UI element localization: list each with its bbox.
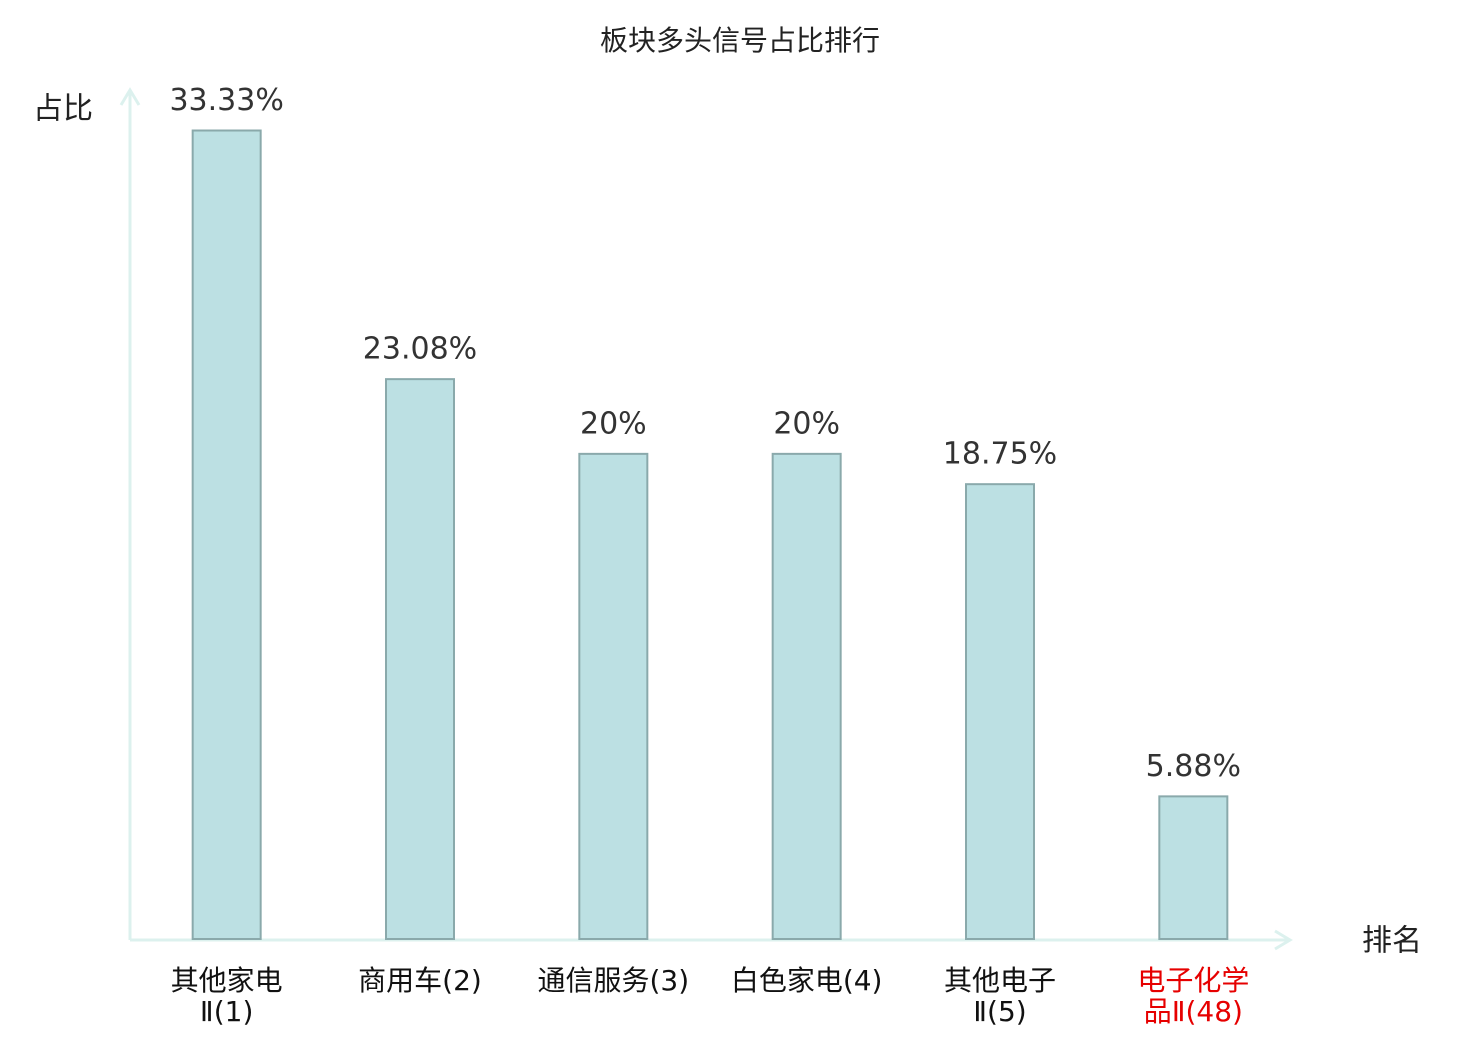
bar (385, 378, 455, 940)
x-axis-label: 排名 (1362, 924, 1422, 959)
value-label: 33.33% (169, 83, 283, 118)
value-label: 20% (580, 406, 647, 441)
value-label: 5.88% (1146, 749, 1241, 784)
bar (578, 452, 649, 940)
x-tick-label: 其他家电 Ⅱ(1) (170, 964, 283, 1028)
bar (191, 129, 262, 941)
value-label: 23.08% (363, 332, 477, 367)
value-label: 20% (773, 406, 840, 441)
bar (1158, 795, 1229, 940)
x-tick-label: 电子化学 品Ⅱ(48) (1137, 964, 1250, 1028)
x-tick-label: 商用车(2) (358, 964, 482, 997)
x-tick-label: 通信服务(3) (537, 964, 690, 997)
chart-title: 板块多头信号占比排行 (600, 24, 880, 57)
x-tick-label: 白色家电(4) (730, 964, 883, 997)
bar (771, 452, 842, 940)
x-axis-arrow (1274, 929, 1293, 951)
y-axis-arrow (119, 87, 141, 106)
value-label: 18.75% (943, 437, 1057, 472)
x-tick-label: 其他电子 Ⅱ(5) (943, 964, 1056, 1028)
y-axis-label: 占比 (33, 92, 93, 127)
bar (965, 483, 1035, 940)
